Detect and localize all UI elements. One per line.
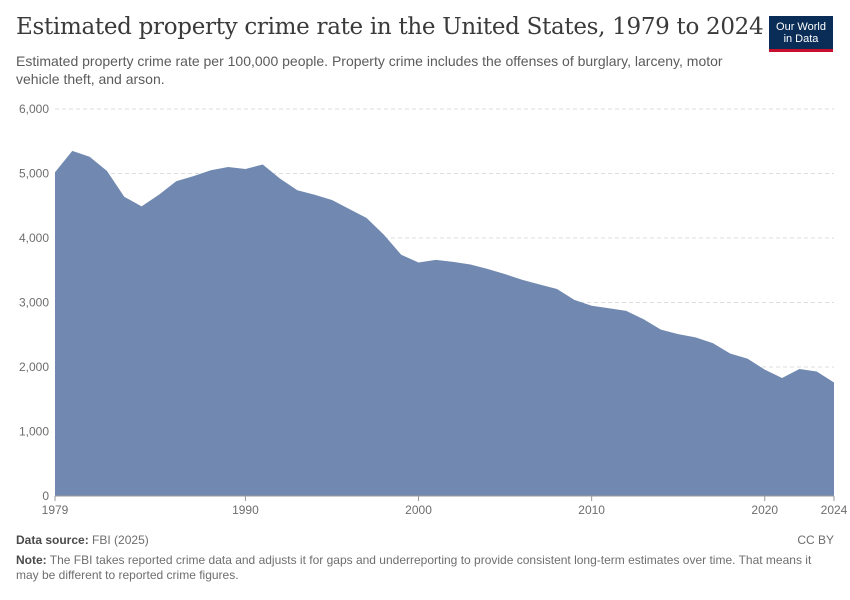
x-tick-label: 2010 xyxy=(578,503,605,517)
x-tick-label: 1990 xyxy=(232,503,259,517)
x-tick-label: 2000 xyxy=(405,503,432,517)
source-value: FBI (2025) xyxy=(92,533,149,547)
note-label: Note: xyxy=(16,553,47,567)
source-label: Data source: xyxy=(16,533,89,547)
y-tick-label: 2,000 xyxy=(19,360,49,374)
data-source: Data source: FBI (2025) xyxy=(16,533,149,548)
y-tick-label: 1,000 xyxy=(19,425,49,439)
y-tick-label: 5,000 xyxy=(19,167,49,181)
x-tick-label: 1979 xyxy=(42,503,69,517)
x-tick-label: 2024 xyxy=(821,503,848,517)
y-tick-label: 4,000 xyxy=(19,231,49,245)
area-series xyxy=(55,150,834,497)
license-label[interactable]: CC BY xyxy=(797,533,834,547)
owid-logo[interactable]: Our World in Data xyxy=(769,16,833,52)
y-tick-label: 0 xyxy=(42,489,49,503)
logo-line-1: Our World xyxy=(776,20,826,33)
footnote: Note: The FBI takes reported crime data … xyxy=(16,553,831,583)
y-tick-label: 3,000 xyxy=(19,296,49,310)
chart-title: Estimated property crime rate in the Uni… xyxy=(16,14,764,40)
logo-line-2: in Data xyxy=(783,32,819,45)
area-chart: 0 1,000 2,000 3,000 4,000 5,000 6,000 1979 1990 2… xyxy=(19,102,848,517)
chart-subtitle: Estimated property crime rate per 100,00… xyxy=(16,53,723,87)
y-tick-label: 6,000 xyxy=(19,102,49,116)
note-text: The FBI takes reported crime data and ad… xyxy=(16,553,812,582)
x-tick-label: 2020 xyxy=(751,503,778,517)
